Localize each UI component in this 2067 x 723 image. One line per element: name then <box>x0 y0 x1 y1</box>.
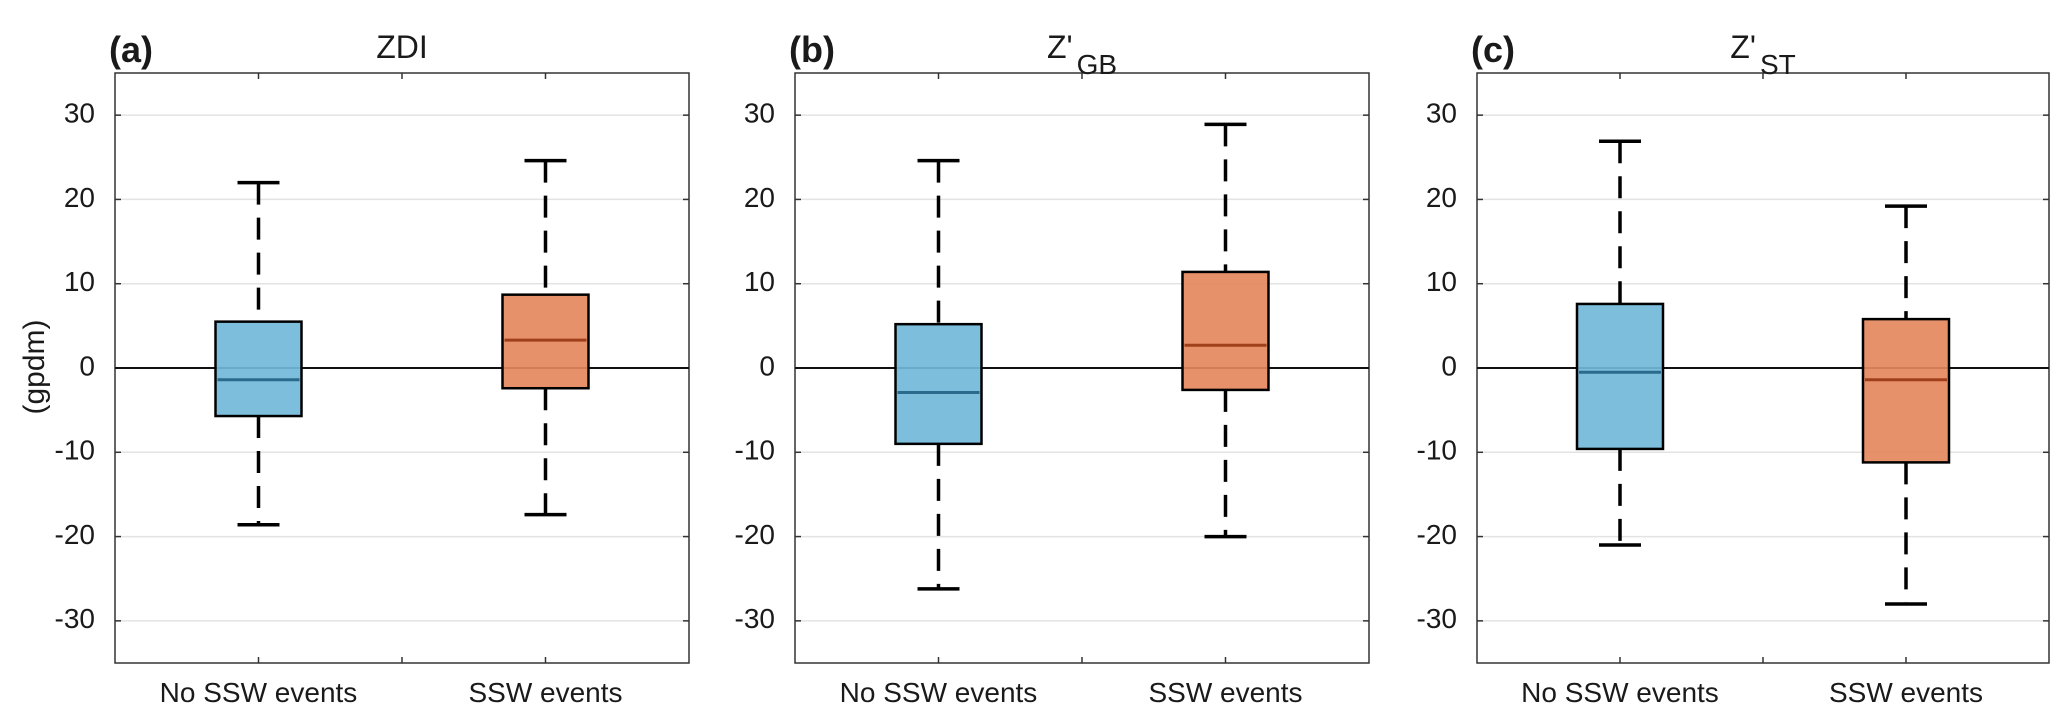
y-tick-label: -30 <box>55 603 95 634</box>
panel-title-subscript: GB <box>1077 49 1117 80</box>
panel-letter: (b) <box>789 29 835 70</box>
box-no-ssw <box>917 158 960 591</box>
box-no-ssw <box>237 180 280 527</box>
iqr-box <box>1181 270 1270 392</box>
x-category-label: SSW events <box>1148 677 1302 708</box>
panel-title: Z' ST <box>1730 29 1795 80</box>
y-tick-label: -10 <box>735 435 775 466</box>
x-category-label: SSW events <box>1829 677 1983 708</box>
y-tick-label: 30 <box>1426 98 1457 129</box>
x-category-label: SSW events <box>468 677 622 708</box>
y-tick-label: -20 <box>735 519 775 550</box>
y-tick-label: -30 <box>735 603 775 634</box>
y-tick-label: 20 <box>1426 182 1457 213</box>
y-tick-label: -30 <box>1417 603 1457 634</box>
y-tick-label: 20 <box>64 182 95 213</box>
box-no-ssw <box>1599 139 1641 547</box>
y-tick-label: 10 <box>64 266 95 297</box>
y-tick-label: -20 <box>55 519 95 550</box>
iqr-box <box>894 322 983 446</box>
y-tick-label: 10 <box>744 266 775 297</box>
panel-c: -30 -20 -10 0 10 20 30 No SSW events SSW events (… <box>1417 29 2050 708</box>
panel-letter: (c) <box>1471 29 1515 70</box>
y-axis-label: (gpdm) <box>18 319 51 414</box>
iqr-box <box>1861 317 1951 464</box>
panel-a: -30 -20 -10 0 10 20 30 No SSW events SSW events (… <box>55 29 690 708</box>
y-tick-label: 10 <box>1426 266 1457 297</box>
panel-b: -30 -20 -10 0 10 20 30 No SSW events SSW events (… <box>735 29 1370 708</box>
x-category-label: No SSW events <box>1521 677 1719 708</box>
y-tick-label: 0 <box>759 350 775 381</box>
y-tick-label: -20 <box>1417 519 1457 550</box>
box-ssw <box>1885 204 1927 606</box>
y-tick-label: 0 <box>1441 350 1457 381</box>
panel-title-main: ZDI <box>376 29 428 65</box>
panel-letter: (a) <box>109 29 153 70</box>
iqr-box <box>214 320 303 418</box>
iqr-box <box>1575 302 1665 451</box>
box-ssw <box>524 158 567 517</box>
panel-title: ZDI <box>376 29 428 65</box>
y-tick-label: 30 <box>64 98 95 129</box>
panel-title: Z' GB <box>1047 29 1117 80</box>
x-category-label: No SSW events <box>160 677 358 708</box>
y-tick-label: 20 <box>744 182 775 213</box>
y-tick-label: 0 <box>79 350 95 381</box>
box-ssw <box>1204 122 1247 539</box>
x-category-label: No SSW events <box>840 677 1038 708</box>
panel-title-main: Z' <box>1730 29 1756 65</box>
panel-title-main: Z' <box>1047 29 1073 65</box>
y-tick-label: -10 <box>55 435 95 466</box>
y-tick-label: 30 <box>744 98 775 129</box>
panel-title-subscript: ST <box>1760 49 1796 80</box>
y-tick-label: -10 <box>1417 435 1457 466</box>
